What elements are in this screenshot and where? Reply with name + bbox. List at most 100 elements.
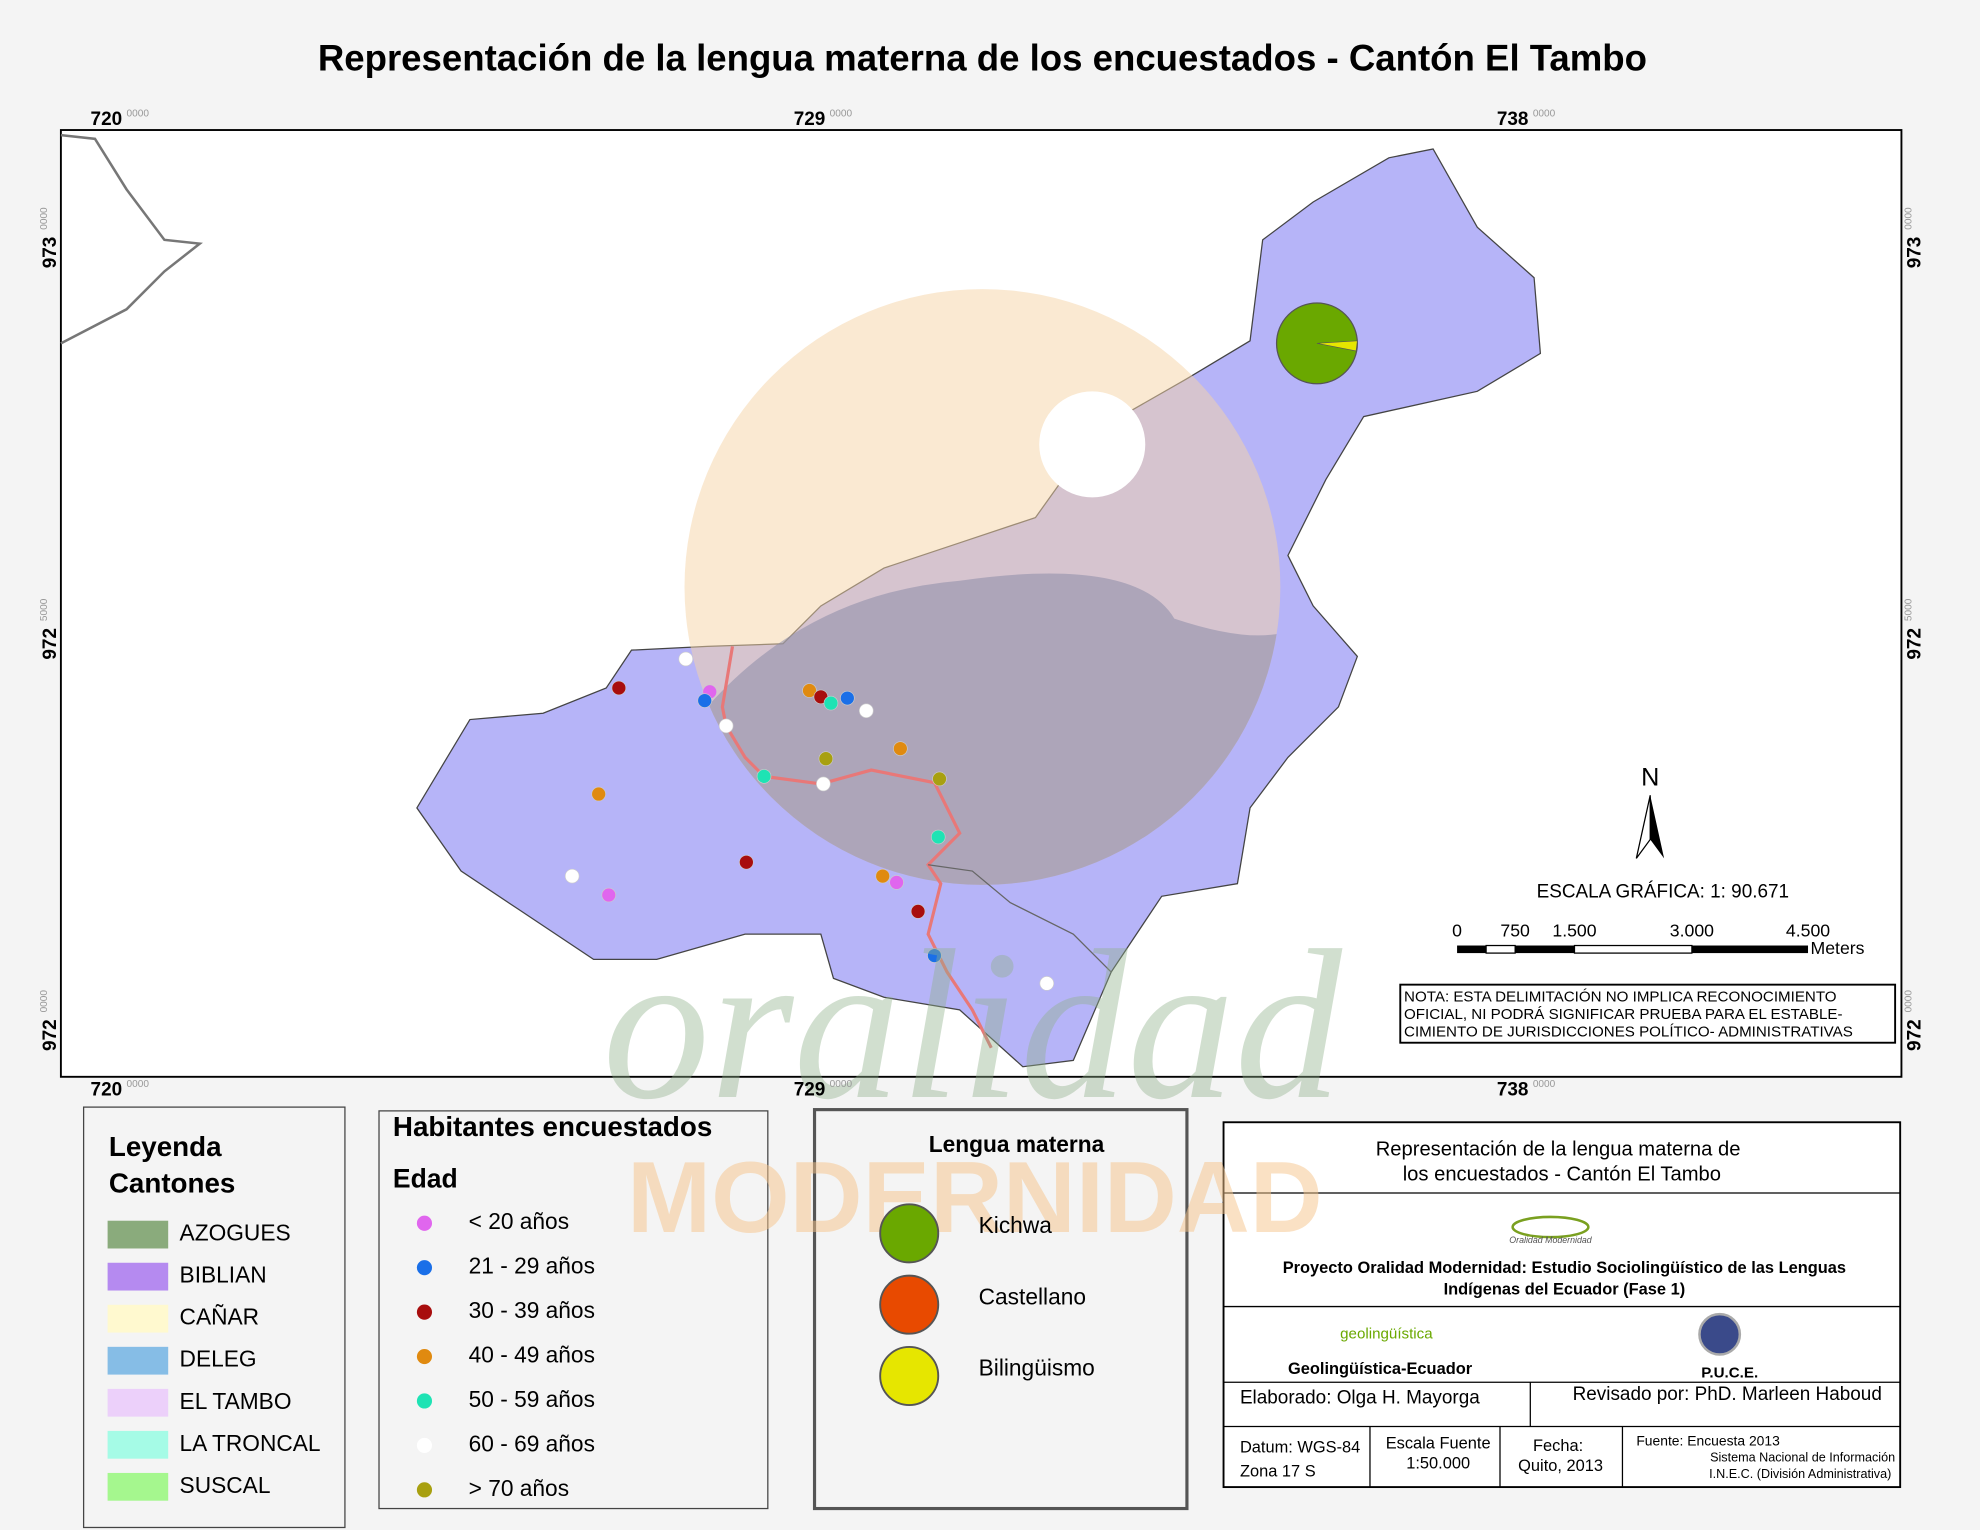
project-text: Indígenas del Ecuador (Fase 1) <box>1444 1280 1686 1298</box>
survey-point <box>859 703 874 718</box>
legend-edad-box <box>378 1110 769 1510</box>
north-label: N <box>1641 764 1659 792</box>
x-coord-sup: 0000 <box>830 1079 853 1090</box>
note-text: NOTA: ESTA DELIMITACIÓN NO IMPLICA RECON… <box>1404 988 1837 1005</box>
info-text: Datum: WGS-84 <box>1240 1438 1360 1456</box>
legend-label: DELEG <box>180 1346 257 1372</box>
y-coord-label: 972 <box>40 628 61 660</box>
legend-lengua-box <box>812 1108 1189 1511</box>
scale-unit: Meters <box>1811 938 1865 958</box>
watermark-text: oralidad <box>603 907 1343 1144</box>
survey-point <box>591 786 606 802</box>
survey-point <box>564 868 580 884</box>
legend-subtitle: Edad <box>393 1163 458 1193</box>
scale-title: ESCALA GRÁFICA: 1: 90.671 <box>1537 882 1789 903</box>
legend-label: Castellano <box>979 1283 1086 1309</box>
legend-label: SUSCAL <box>180 1472 271 1498</box>
info-text: Escala Fuente <box>1386 1434 1491 1452</box>
info-text: P.U.C.E. <box>1701 1364 1758 1381</box>
info-text: Revisado por: PhD. Marleen Haboud <box>1573 1384 1882 1405</box>
legend-title: Leyenda <box>109 1131 222 1162</box>
info-text: Quito, 2013 <box>1518 1457 1603 1475</box>
legend-dot <box>416 1348 433 1365</box>
y-coord-label: 972 <box>40 1019 61 1051</box>
x-coord-label: 720 <box>91 1080 123 1101</box>
scale-tick-label: 4.500 <box>1786 920 1830 940</box>
legend-swatch <box>107 1388 169 1417</box>
info-text: Geolingüística-Ecuador <box>1288 1360 1473 1378</box>
info-text: I.N.E.C. (División Administrativa) <box>1709 1467 1891 1481</box>
survey-point <box>932 771 947 787</box>
survey-point <box>816 776 831 792</box>
legend-swatch <box>107 1472 169 1501</box>
y-coord-label: 972 <box>1904 1019 1925 1051</box>
y-coord-sup: 0000 <box>39 207 50 230</box>
scale-segment <box>1485 944 1516 954</box>
legend-label: 40 - 49 años <box>469 1342 595 1368</box>
y-coord-sup: 5000 <box>1904 598 1915 621</box>
legend-swatch <box>107 1262 169 1291</box>
survey-point <box>818 751 834 766</box>
y-coord-sup: 0000 <box>39 990 50 1013</box>
x-coord-label: 738 <box>1497 109 1529 130</box>
legend-title: Cantones <box>109 1168 236 1199</box>
legend-swatch <box>107 1346 169 1375</box>
survey-point <box>910 904 926 919</box>
project-text: Proyecto Oralidad Modernidad: Estudio So… <box>1283 1259 1846 1277</box>
neighbor-boundary <box>60 133 203 345</box>
info-text: Zona 17 S <box>1240 1462 1316 1480</box>
logo-puce <box>1698 1312 1742 1356</box>
legend-label: AZOGUES <box>180 1220 291 1246</box>
legend-label: Kichwa <box>979 1212 1053 1238</box>
scale-tick-label: 1.500 <box>1552 920 1596 940</box>
legend-title: Lengua materna <box>929 1131 1105 1157</box>
map-title: Representación de la lengua materna de l… <box>318 37 1647 78</box>
scale-segment <box>1573 944 1693 954</box>
y-coord-label: 973 <box>40 237 61 269</box>
legend-label: LA TRONCAL <box>180 1430 321 1456</box>
scale-segment <box>1515 945 1575 954</box>
legend-swatch <box>107 1304 169 1333</box>
x-coord-label: 720 <box>91 109 123 130</box>
note-text: CIMIENTO DE JURISDICCIONES POLÍTICO- ADM… <box>1404 1024 1853 1041</box>
legend-pie <box>879 1203 940 1264</box>
survey-points <box>564 651 1055 991</box>
legend-dot <box>416 1260 433 1276</box>
info-title: los encuestados - Cantón El Tambo <box>1403 1164 1721 1186</box>
legend-dot <box>416 1482 433 1498</box>
logo-oralidad <box>1511 1215 1590 1239</box>
legend-label: > 70 años <box>469 1475 569 1501</box>
scale-segment <box>1691 945 1809 954</box>
survey-point <box>875 868 890 884</box>
legend-label: < 20 años <box>469 1208 569 1234</box>
info-text: Elaborado: Olga H. Mayorga <box>1240 1388 1480 1409</box>
legend-dot <box>416 1393 433 1409</box>
legend-swatch <box>107 1430 169 1459</box>
watermark-hole <box>1039 391 1146 498</box>
note-text: OFICIAL, NI PODRÁ SIGNIFICAR PRUEBA PARA… <box>1404 1006 1842 1023</box>
x-coord-sup: 0000 <box>1533 1079 1556 1090</box>
legend-label: CAÑAR <box>180 1304 260 1330</box>
y-coord-sup: 0000 <box>1904 990 1915 1013</box>
survey-point <box>678 651 694 667</box>
x-coord-label: 738 <box>1497 1080 1529 1101</box>
parish-boundary <box>928 864 1112 973</box>
survey-point <box>930 829 946 845</box>
legend-title: Habitantes encuestados <box>393 1111 712 1142</box>
scale-tick-label: 750 <box>1500 920 1530 940</box>
survey-point <box>889 875 904 890</box>
survey-point <box>697 693 712 708</box>
scale-tick-label: 3.000 <box>1670 920 1714 940</box>
x-coord-sup: 0000 <box>830 108 853 119</box>
info-text: Fuente: Encuesta 2013 <box>1636 1432 1780 1448</box>
y-coord-label: 973 <box>1904 237 1925 269</box>
scale-tick-label: 0 <box>1452 920 1462 940</box>
legend-label: EL TAMBO <box>180 1388 292 1414</box>
legend-swatch <box>107 1220 169 1249</box>
survey-point <box>1039 976 1055 991</box>
scale-segment <box>1457 945 1487 954</box>
north-arrow-half <box>1635 795 1651 859</box>
survey-point <box>802 683 817 698</box>
